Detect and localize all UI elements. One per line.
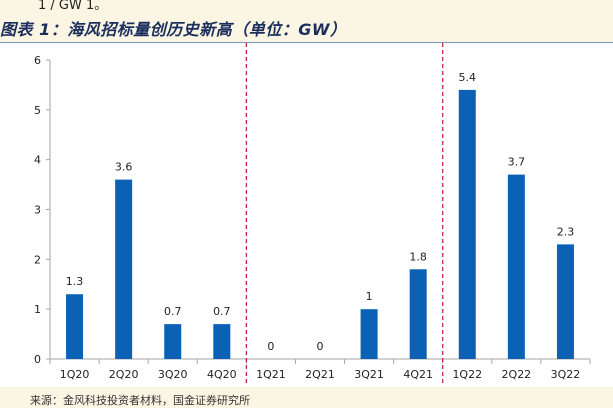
data-label-3Q21: 1: [366, 290, 373, 303]
x-tick-label: 4Q21: [403, 368, 433, 381]
title-rule: [0, 42, 613, 43]
x-tick-label: 2Q22: [502, 368, 532, 381]
y-tick-label: 1: [34, 303, 41, 316]
bar-2Q22: [507, 174, 525, 359]
x-tick-label: 3Q22: [551, 368, 581, 381]
y-tick-label: 3: [34, 204, 41, 217]
data-label-2Q20: 3.6: [115, 161, 133, 174]
data-label-1Q20: 1.3: [66, 275, 84, 288]
y-tick-label: 0: [34, 353, 41, 366]
header-fragment: 1 / GW 1。: [38, 0, 108, 13]
bar-4Q21: [409, 269, 427, 359]
data-label-1Q21: 0: [267, 340, 274, 353]
x-tick-label: 1Q22: [452, 368, 482, 381]
bar-chart: 0 1 2 3 4 5 6 1Q20 2Q20 3Q20 4Q20 1Q21 2Q21 3Q21 4Q21…: [34, 43, 591, 385]
bar-2Q20: [115, 179, 133, 359]
x-tick-label: 2Q20: [109, 368, 139, 381]
x-tick-label: 1Q20: [60, 368, 90, 381]
x-tick-label: 3Q20: [158, 368, 188, 381]
bar-3Q20: [164, 324, 182, 359]
x-axis: 1Q20 2Q20 3Q20 4Q20 1Q21 2Q21 3Q21 4Q21 1Q22 2Q22…: [49, 358, 591, 381]
x-tick-label: 3Q21: [354, 368, 384, 381]
data-label-1Q22: 5.4: [459, 71, 477, 84]
data-labels: 1.3 3.6 0.7 0.7 0 0 1 1.8 5.4 3.7 2.3: [66, 71, 574, 353]
bar-4Q20: [213, 324, 231, 359]
bar-1Q20: [66, 294, 84, 359]
y-axis: 0 1 2 3 4 5 6: [34, 54, 51, 366]
data-label-3Q20: 0.7: [164, 305, 182, 318]
bar-1Q22: [458, 89, 476, 360]
y-tick-label: 4: [34, 154, 41, 167]
y-tick-label: 6: [34, 54, 41, 67]
x-tick-label: 2Q21: [305, 368, 335, 381]
data-label-2Q21: 0: [317, 340, 324, 353]
bars: [66, 89, 574, 360]
data-label-2Q22: 3.7: [508, 156, 526, 169]
bar-3Q22: [556, 244, 574, 359]
figure-title: 图表 1：海风招标量创历史新高（单位：GW）: [0, 20, 347, 39]
bar-3Q21: [360, 309, 378, 359]
y-tick-label: 5: [34, 104, 41, 117]
data-label-3Q22: 2.3: [557, 225, 575, 238]
x-tick-label: 1Q21: [256, 368, 286, 381]
source-note: 来源：金风科技投资者材料，国金证券研究所: [30, 394, 250, 407]
x-tick-label: 4Q20: [207, 368, 237, 381]
year-dividers: [245, 43, 444, 385]
y-tick-label: 2: [34, 253, 41, 266]
data-label-4Q21: 1.8: [409, 250, 427, 263]
data-label-4Q20: 0.7: [213, 305, 231, 318]
